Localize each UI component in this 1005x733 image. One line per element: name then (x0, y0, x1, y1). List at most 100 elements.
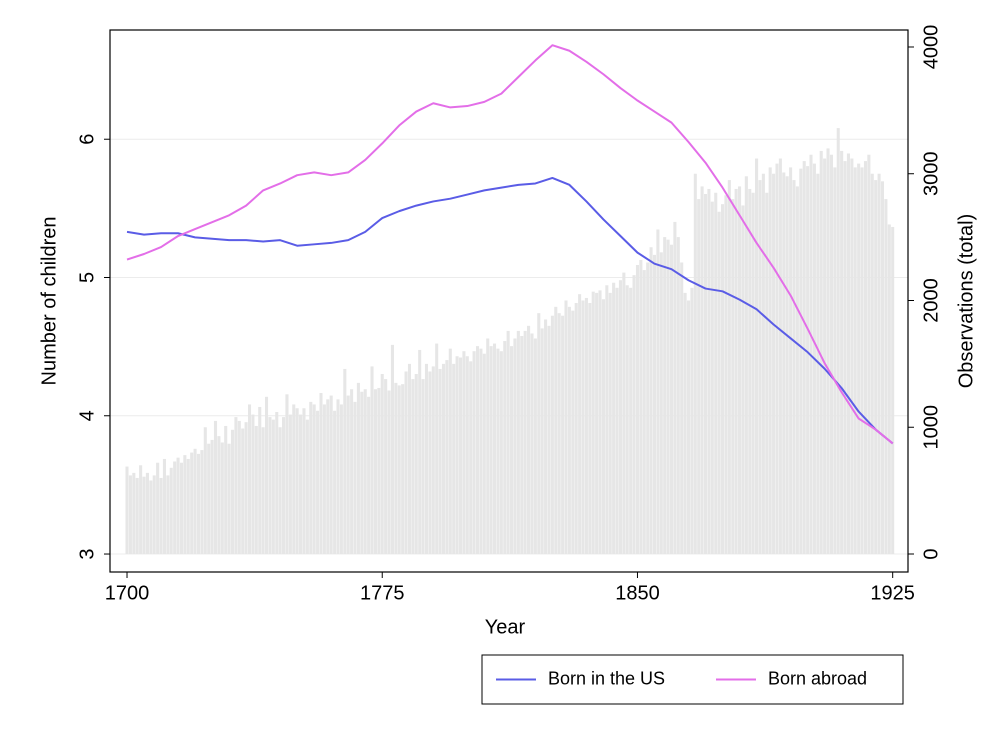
bar (234, 417, 238, 555)
bar (513, 338, 517, 555)
bar (135, 477, 139, 555)
bar (605, 285, 609, 555)
bar (880, 181, 885, 555)
bar (438, 368, 442, 555)
bar (731, 199, 735, 555)
bar (482, 353, 486, 555)
bar (724, 195, 728, 555)
bar (721, 204, 725, 555)
bar (475, 346, 480, 555)
y-tick-label: 6 (76, 134, 98, 145)
bar (635, 265, 639, 555)
bar (207, 443, 211, 555)
bar (411, 379, 415, 555)
bar (663, 237, 667, 555)
bar (550, 315, 554, 555)
y2-tick-label: 1000 (920, 405, 942, 450)
y-tick-label: 4 (76, 410, 98, 421)
legend: Born in the US Born abroad (481, 654, 904, 705)
bar (397, 385, 401, 555)
bar (639, 259, 643, 555)
bar (591, 291, 595, 555)
bar (554, 306, 558, 555)
bar (853, 167, 857, 555)
bar (173, 461, 177, 555)
legend-label: Born in the US (548, 668, 665, 688)
bar (448, 348, 452, 555)
bar (799, 168, 803, 555)
bar (452, 363, 456, 555)
bar (860, 167, 864, 555)
bar (693, 173, 697, 555)
bar (843, 161, 847, 555)
bar (196, 453, 201, 555)
bar (455, 356, 459, 555)
bar (789, 167, 793, 555)
bar (598, 290, 602, 555)
bar (656, 229, 660, 555)
bar (785, 176, 789, 555)
bar (145, 472, 149, 555)
bar (203, 427, 207, 555)
bar (241, 428, 245, 555)
bar (343, 368, 347, 555)
bar (792, 180, 796, 555)
bar (520, 335, 524, 555)
plot-frame (109, 29, 909, 573)
bar (390, 344, 394, 555)
bar (271, 419, 275, 555)
bar (499, 351, 503, 555)
bar (353, 401, 357, 555)
bar (441, 363, 446, 555)
bar (384, 379, 388, 555)
y2-tick-label: 3000 (920, 151, 942, 196)
bar (595, 292, 599, 555)
bar (707, 188, 711, 555)
bar (282, 417, 286, 555)
bar (142, 476, 146, 555)
bar (479, 348, 483, 555)
bar (428, 371, 432, 555)
bar (237, 420, 241, 555)
bar (659, 252, 663, 555)
bar (537, 313, 541, 555)
bar (578, 294, 582, 555)
bar (615, 287, 619, 555)
bar (734, 188, 738, 555)
bar (669, 244, 674, 555)
bar (584, 297, 588, 555)
bar (673, 221, 677, 555)
bar (836, 128, 840, 555)
bar (370, 366, 374, 555)
bar (373, 389, 377, 555)
bar (700, 186, 704, 555)
bar (775, 163, 779, 555)
bar (646, 262, 650, 555)
bar (387, 390, 391, 555)
bar (224, 425, 228, 555)
bar (772, 173, 776, 555)
bar (744, 176, 748, 555)
bar (523, 330, 527, 555)
y-tick-label: 5 (76, 272, 98, 283)
bar (322, 404, 326, 555)
x-tick-label: 1850 (615, 582, 660, 604)
bar (319, 393, 323, 555)
y2-tick-label: 0 (920, 548, 942, 559)
bar (169, 467, 173, 555)
bar (254, 425, 258, 555)
bar (316, 410, 320, 555)
bar (727, 180, 731, 555)
y-axis-label: Number of children (38, 217, 60, 386)
bar (891, 226, 895, 555)
bar (574, 303, 578, 555)
bar (244, 422, 248, 555)
bar (778, 158, 782, 555)
bar (697, 199, 701, 555)
legend-box (481, 654, 904, 705)
bar (268, 417, 272, 555)
bar (751, 192, 755, 555)
bar (493, 343, 497, 555)
y-tick-label: 3 (76, 548, 98, 559)
bar (506, 330, 510, 555)
